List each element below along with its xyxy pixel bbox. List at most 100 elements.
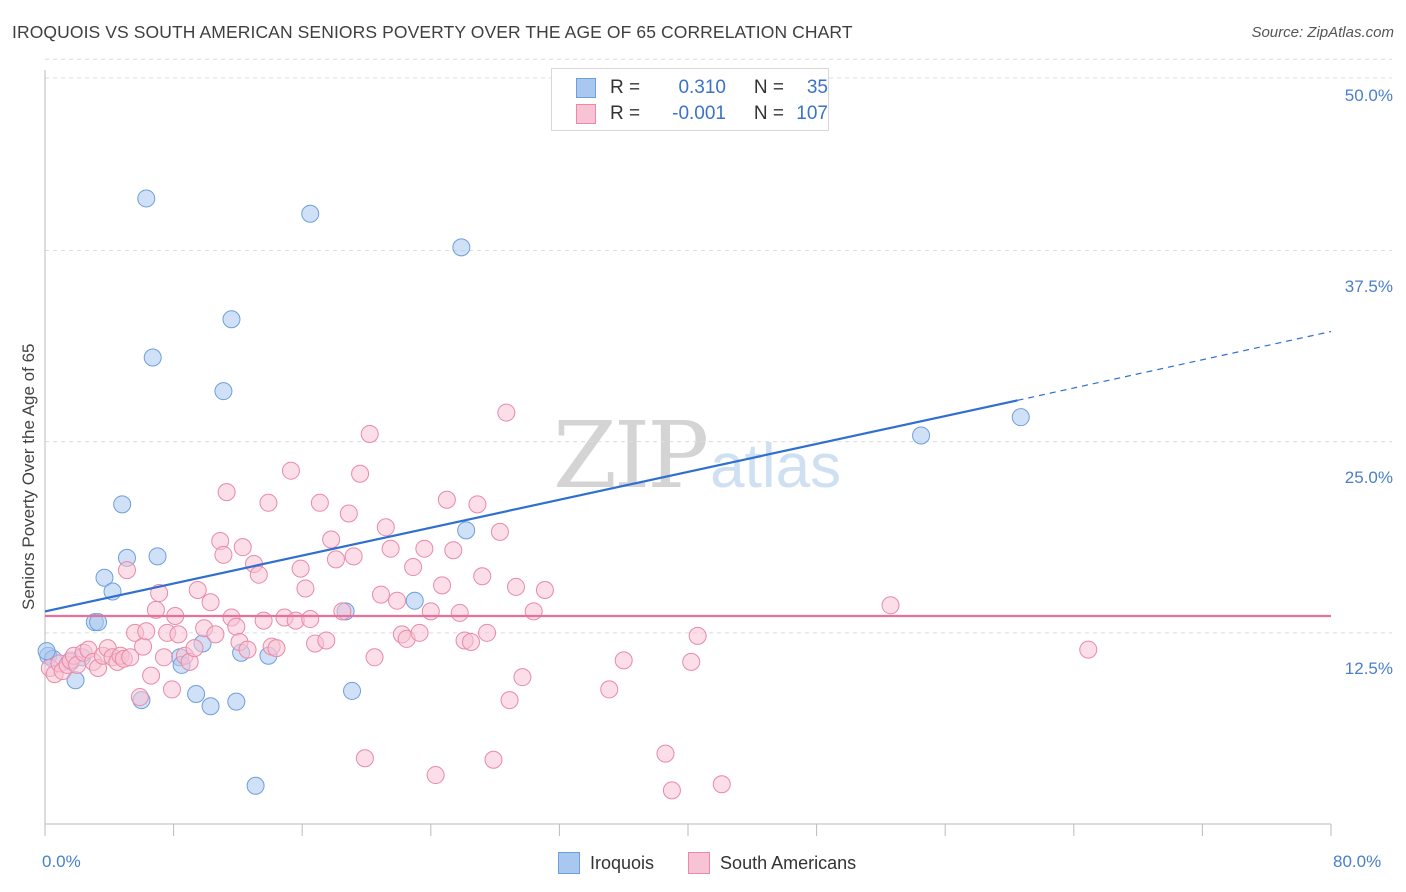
south-americans-point xyxy=(185,639,204,658)
r-value: 0.310 xyxy=(678,77,726,98)
south-americans-point xyxy=(468,495,487,514)
south-americans-point xyxy=(388,591,407,610)
legend-label-south-americans: South Americans xyxy=(720,852,857,873)
legend-row-south-americans: R = -0.001 N = 107 xyxy=(576,103,828,125)
south-americans-point xyxy=(201,593,220,612)
south-americans-point xyxy=(259,493,278,512)
south-americans-point xyxy=(524,602,543,621)
iroquois-point xyxy=(37,642,56,661)
south-americans-point xyxy=(360,424,379,443)
south-americans-point xyxy=(513,668,532,687)
iroquois-point xyxy=(214,382,233,401)
south-americans-point xyxy=(142,666,161,685)
south-americans-point xyxy=(662,781,681,800)
y-tick-label: 37.5% xyxy=(1344,277,1393,296)
south-americans-point xyxy=(484,750,503,769)
south-americans-point xyxy=(188,580,207,599)
south-americans-point xyxy=(344,547,363,566)
south-americans-point xyxy=(310,493,329,512)
iroquois-point xyxy=(95,568,114,587)
iroquois-trend-extension xyxy=(1017,330,1332,401)
south-americans-point xyxy=(339,504,358,523)
south-americans-point xyxy=(688,626,707,645)
n-value: 35 xyxy=(806,77,828,98)
south-americans-point xyxy=(426,766,445,785)
south-americans-point xyxy=(682,652,701,671)
legend-row-iroquois: R = 0.310 N = 35 xyxy=(576,77,828,99)
south-americans-point xyxy=(497,403,516,422)
iroquois-point xyxy=(246,776,265,795)
south-americans-point xyxy=(296,579,315,598)
south-americans-point xyxy=(267,639,286,658)
south-americans-point xyxy=(1079,640,1098,659)
iroquois-point xyxy=(301,204,320,223)
iroquois-point xyxy=(187,684,206,703)
legend-swatch-south-americans xyxy=(688,852,711,874)
south-americans-point xyxy=(371,585,390,604)
chart-title: IROQUOIS VS SOUTH AMERICAN SENIORS POVER… xyxy=(12,22,853,42)
iroquois-point xyxy=(1011,408,1030,427)
n-label: N = xyxy=(753,77,784,98)
r-label: R = xyxy=(610,77,641,98)
south-americans-point xyxy=(415,539,434,558)
south-americans-point xyxy=(291,559,310,578)
south-americans-point xyxy=(121,648,140,667)
south-americans-point xyxy=(130,688,149,707)
south-americans-point xyxy=(217,483,236,502)
y-axis-label: Seniors Poverty Over the Age of 65 xyxy=(19,343,38,610)
south-americans-point xyxy=(351,464,370,483)
south-americans-point xyxy=(137,622,156,641)
south-americans-point xyxy=(500,691,519,710)
iroquois-point xyxy=(137,189,156,208)
south-americans-point xyxy=(254,611,273,630)
x-tick-label: 80.0% xyxy=(1333,852,1382,871)
south-americans-point xyxy=(444,541,463,560)
south-americans-point xyxy=(478,623,497,642)
source-label: Source: ZipAtlas.com xyxy=(1251,24,1394,41)
south-americans-point xyxy=(433,576,452,595)
south-americans-point xyxy=(317,631,336,650)
south-americans-point xyxy=(461,632,480,651)
south-americans-point xyxy=(322,530,341,549)
y-tick-label: 25.0% xyxy=(1344,468,1393,487)
south-americans-point xyxy=(355,749,374,768)
iroquois-point xyxy=(148,547,167,566)
south-americans-point xyxy=(376,518,395,537)
iroquois-point xyxy=(457,521,476,540)
south-americans-point xyxy=(614,651,633,670)
n-value: 107 xyxy=(796,103,828,124)
south-americans-point xyxy=(169,625,188,644)
iroquois-point xyxy=(222,310,241,329)
watermark-zip: ZIP xyxy=(553,402,709,509)
legend-swatch xyxy=(576,78,596,98)
iroquois-trend-line xyxy=(44,399,1018,613)
stats-legend: R = 0.310 N = 35 R = -0.001 N = 107 xyxy=(551,68,829,131)
series-legend: Iroquois South Americans xyxy=(558,852,856,874)
south-americans-point xyxy=(281,461,300,480)
iroquois-point xyxy=(405,591,424,610)
iroquois-point xyxy=(143,348,162,367)
r-value: -0.001 xyxy=(672,103,726,124)
south-americans-point xyxy=(365,648,384,667)
iroquois-point xyxy=(201,697,220,716)
south-americans-point xyxy=(535,580,554,599)
south-americans-point xyxy=(162,680,181,699)
iroquois-point xyxy=(343,681,362,700)
south-americans-point xyxy=(117,561,136,580)
south-americans-point xyxy=(712,775,731,794)
south-americans-point xyxy=(437,490,456,509)
south-americans-point xyxy=(881,596,900,615)
south-americans-point xyxy=(506,577,525,596)
iroquois-point xyxy=(89,613,108,632)
legend-swatch xyxy=(576,104,596,124)
south-americans-point xyxy=(227,617,246,636)
south-americans-point xyxy=(154,648,173,667)
n-label: N = xyxy=(753,103,784,124)
south-americans-point xyxy=(238,640,257,659)
south-americans-point xyxy=(214,545,233,564)
y-tick-label: 12.5% xyxy=(1344,659,1393,678)
south-americans-point xyxy=(134,637,153,656)
south-americans-point xyxy=(421,602,440,621)
south-americans-point xyxy=(450,603,469,622)
iroquois-point xyxy=(452,238,471,257)
